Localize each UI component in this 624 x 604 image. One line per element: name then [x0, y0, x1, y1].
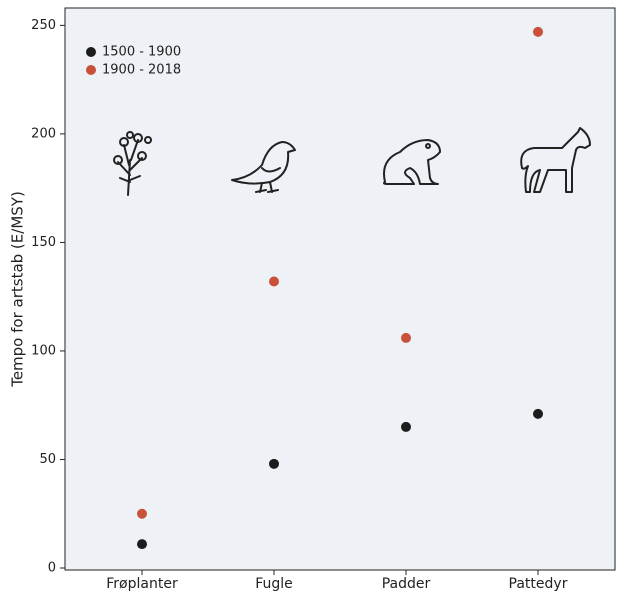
dot: [533, 408, 543, 419]
x-tick-label: Fugle: [255, 576, 293, 592]
y-tick-label: 50: [39, 452, 56, 467]
y-tick-label: 0: [48, 561, 56, 576]
legend-label: 1500 - 1900: [102, 45, 181, 60]
frog-icon: [383, 139, 441, 185]
y-tick-label: 200: [31, 126, 56, 141]
dot: [137, 539, 147, 550]
dot: [401, 332, 411, 343]
dot: [269, 458, 279, 469]
x-tick-label: Padder: [382, 576, 431, 592]
x-tick-label: Frøplanter: [106, 576, 178, 592]
dot: [137, 508, 147, 519]
bird-icon: [231, 141, 296, 193]
legend-marker: [86, 65, 96, 75]
y-axis-label: Tempo for artstab (E/MSY): [9, 191, 27, 388]
y-tick-label: 250: [31, 18, 56, 33]
horse-icon: [520, 127, 591, 193]
plot-area: [64, 7, 616, 571]
dot: [269, 276, 279, 287]
x-tick-label: Pattedyr: [509, 576, 568, 592]
legend-marker: [86, 47, 96, 57]
dot: [533, 26, 543, 37]
dot: [401, 421, 411, 432]
y-tick-label: 100: [31, 343, 56, 358]
legend-label: 1900 - 2018: [102, 63, 181, 78]
flower-icon: [113, 131, 152, 196]
y-tick-label: 150: [31, 235, 56, 250]
